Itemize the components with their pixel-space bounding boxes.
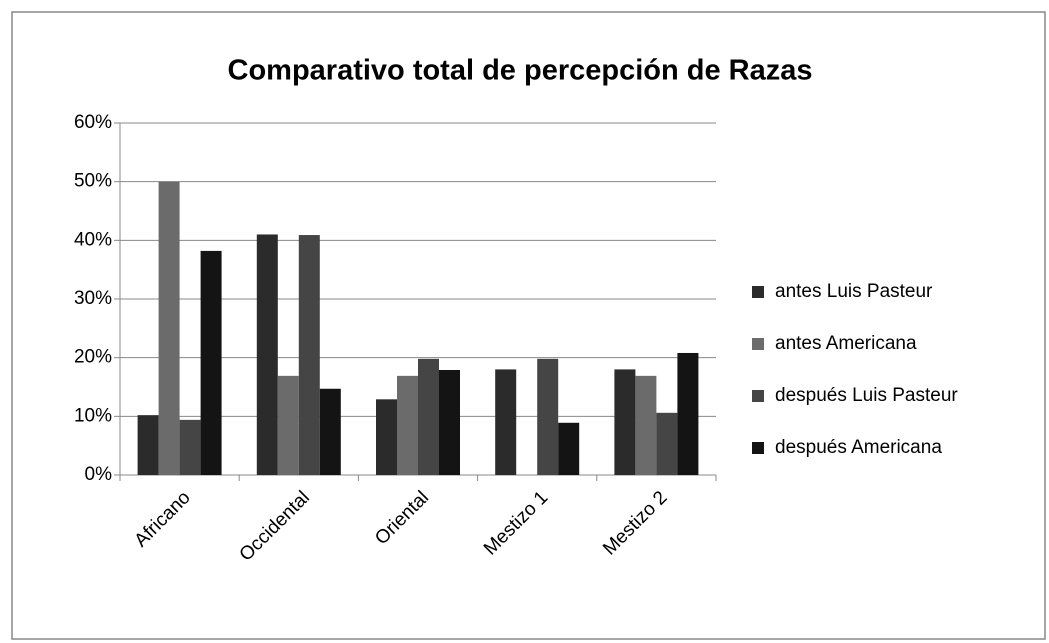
legend-label: antes Luis Pasteur — [775, 281, 933, 302]
legend-swatch — [752, 286, 764, 298]
bar — [158, 181, 180, 475]
legend-swatch — [752, 442, 764, 454]
y-tick-label: 40% — [74, 229, 112, 250]
y-tick-label: 10% — [74, 405, 112, 426]
y-tick-label: 20% — [74, 347, 112, 368]
y-tick-label: 0% — [85, 464, 113, 485]
bar — [635, 375, 657, 475]
legend-swatch — [752, 338, 764, 350]
bar — [656, 412, 678, 475]
bar — [397, 375, 418, 475]
legend-swatch — [752, 390, 764, 402]
legend-label: antes Americana — [775, 333, 917, 354]
chart-title: Comparativo total de percepción de Razas — [228, 55, 813, 87]
bar — [277, 375, 299, 475]
bar — [537, 358, 559, 475]
bar — [439, 369, 460, 475]
bar — [376, 399, 397, 475]
bar — [319, 388, 341, 475]
chart-border — [11, 11, 1046, 640]
legend-label: después Americana — [775, 437, 942, 458]
bar — [558, 422, 580, 475]
y-tick-label: 30% — [74, 288, 112, 309]
legend-label: después Luis Pasteur — [775, 385, 958, 406]
bar — [418, 358, 439, 475]
bar — [298, 235, 320, 475]
bar — [677, 352, 699, 475]
bar — [495, 369, 517, 475]
y-tick-label: 50% — [74, 171, 112, 192]
bar — [256, 234, 278, 475]
bar — [179, 419, 201, 475]
bar — [200, 250, 222, 475]
bar — [137, 415, 159, 475]
y-tick-label: 60% — [74, 112, 112, 133]
bar — [614, 369, 636, 475]
